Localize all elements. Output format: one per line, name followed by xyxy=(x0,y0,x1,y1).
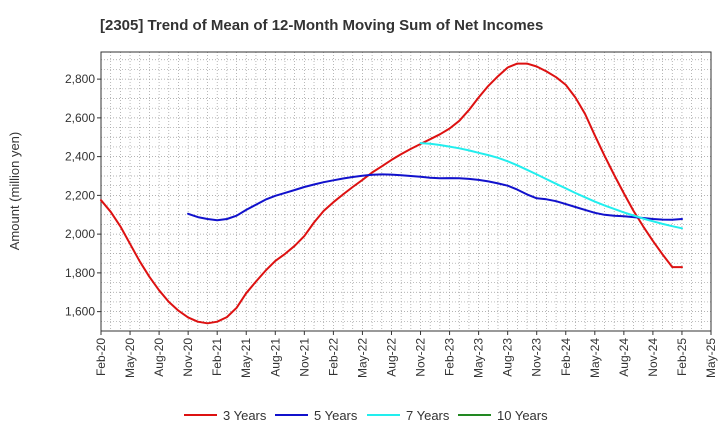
x-tick-label: Aug-24 xyxy=(617,338,631,377)
x-tick-label: Nov-24 xyxy=(646,338,660,377)
x-tick-label: May-25 xyxy=(704,338,718,378)
y-tick-label: 1,800 xyxy=(65,266,95,280)
x-tick-label: Aug-21 xyxy=(268,338,282,377)
x-tick-label: Aug-23 xyxy=(501,338,515,377)
legend: 3 Years 5 Years 7 Years 10 Years xyxy=(184,408,548,423)
y-tick-label: 2,800 xyxy=(65,72,95,86)
series-line-5-years xyxy=(187,173,683,222)
x-tick-label: Feb-20 xyxy=(94,338,108,376)
x-tick-label: Aug-22 xyxy=(384,338,398,377)
legend-label: 7 Years xyxy=(406,408,450,423)
x-tick-label: Feb-23 xyxy=(443,338,457,376)
legend-label: 3 Years xyxy=(223,408,267,423)
x-axis: Feb-20 May-20 Aug-20 Nov-20 Feb-21 May-21 Aug-… xyxy=(94,331,718,378)
series-line-7-years xyxy=(419,142,683,230)
x-tick-label: Feb-21 xyxy=(210,338,224,376)
x-tick-label: Nov-22 xyxy=(414,338,428,377)
x-tick-label: Aug-20 xyxy=(152,338,166,377)
legend-label: 10 Years xyxy=(497,408,548,423)
x-tick-label: Nov-20 xyxy=(181,338,195,377)
x-tick-label: May-21 xyxy=(239,338,253,378)
y-tick-label: 2,400 xyxy=(65,150,95,164)
x-tick-label: May-20 xyxy=(123,338,137,378)
x-tick-label: May-23 xyxy=(472,338,486,378)
plot-area xyxy=(100,51,712,332)
x-tick-label: Nov-21 xyxy=(297,338,311,377)
y-axis: 1,600 1,800 2,000 2,200 2,400 2,600 2,800 xyxy=(65,72,101,319)
series-layer xyxy=(100,62,683,325)
y-axis-label: Amount (million yen) xyxy=(7,132,22,251)
x-tick-label: Feb-25 xyxy=(675,338,689,376)
y-tick-label: 2,000 xyxy=(65,227,95,241)
series-line-3-years xyxy=(100,62,683,325)
x-tick-label: May-24 xyxy=(588,338,602,378)
x-tick-label: Nov-23 xyxy=(530,338,544,377)
y-tick-label: 2,600 xyxy=(65,111,95,125)
plot-background xyxy=(101,52,711,331)
x-tick-label: May-22 xyxy=(355,338,369,378)
chart-title: [2305] Trend of Mean of 12-Month Moving … xyxy=(100,17,543,34)
y-tick-label: 2,200 xyxy=(65,188,95,202)
x-tick-label: Feb-24 xyxy=(559,338,573,376)
x-tick-label: Feb-22 xyxy=(326,338,340,376)
legend-label: 5 Years xyxy=(314,408,358,423)
y-tick-label: 1,600 xyxy=(65,305,95,319)
plot-frame xyxy=(100,51,712,332)
